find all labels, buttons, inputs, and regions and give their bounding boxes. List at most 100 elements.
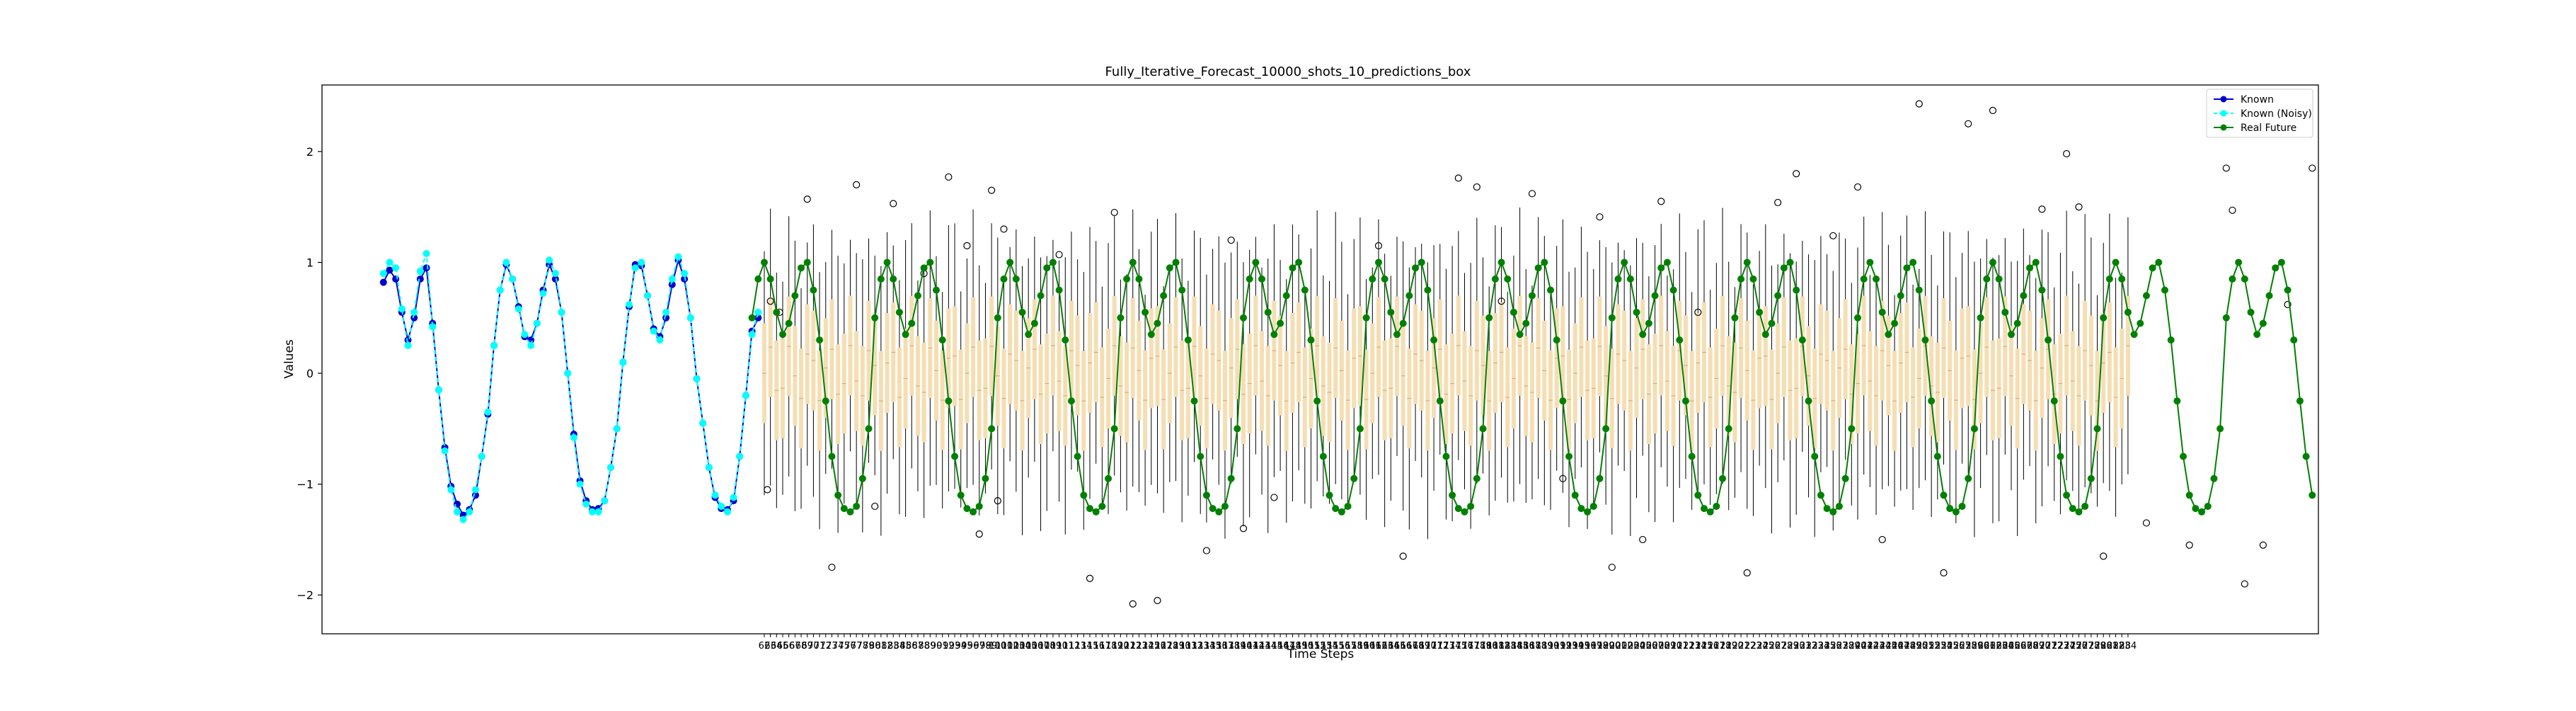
outlier-point (2222, 164, 2230, 172)
x-tick-label: 78 (857, 641, 869, 652)
real-future-point (1221, 502, 1229, 510)
x-tick-label: 237 (1831, 641, 1848, 652)
outlier-point (1129, 600, 1137, 608)
outlier-point (1454, 174, 1462, 182)
real-future-point (1719, 474, 1727, 482)
x-tick-label: 228 (1775, 641, 1793, 652)
real-future-point (1387, 308, 1395, 316)
real-future-point (1823, 505, 1831, 513)
real-future-point (1424, 286, 1432, 294)
outlier-point (1239, 525, 1248, 533)
real-future-point (1701, 505, 1708, 513)
x-tick-label: 196 (1579, 641, 1597, 652)
real-future-point (1645, 319, 1652, 327)
x-tick-label: 163 (1376, 641, 1393, 652)
x-tick-label: 117 (1093, 641, 1111, 652)
x-tick-label: 189 (1536, 641, 1553, 652)
outlier-point (988, 186, 996, 194)
real-future-point (1651, 292, 1659, 300)
real-future-point (1405, 292, 1413, 300)
x-tick-label: 267 (2015, 641, 2032, 652)
x-tick-label: 250 (1910, 641, 1928, 652)
x-tick-label: 181 (1486, 641, 1504, 652)
real-future-point (1117, 314, 1125, 322)
real-future-point (1940, 491, 1948, 499)
x-tick-label: 260 (1972, 641, 1989, 652)
x-tick-label: 278 (2082, 641, 2100, 652)
real-future-point (1811, 453, 1819, 460)
known-noisy-point (490, 341, 498, 349)
real-future-point (1062, 336, 1069, 344)
x-tick-label: 93 (949, 641, 961, 652)
known-noisy-point (478, 453, 485, 460)
known-noisy-point (613, 425, 621, 433)
real-future-point (791, 292, 799, 300)
real-future-point (2057, 453, 2064, 460)
known-noisy-point (631, 264, 639, 272)
real-future-point (2050, 397, 2058, 405)
x-tick-label: 200 (1603, 641, 1621, 652)
known-noisy-point (576, 480, 584, 488)
known-point (453, 500, 461, 508)
real-future-point (1454, 505, 1462, 513)
real-future-point (1829, 508, 1837, 516)
real-future-point (828, 453, 836, 460)
known-noisy-point (410, 308, 418, 316)
x-tick-label: 193 (1560, 641, 1578, 652)
x-tick-label: 224 (1751, 641, 1769, 652)
x-tick-label: 145 (1265, 641, 1283, 652)
x-tick-label: 162 (1370, 641, 1388, 652)
real-future-point (1344, 502, 1352, 510)
y-tick-label: 1 (306, 256, 314, 270)
x-tick-label: 206 (1640, 641, 1657, 652)
known-noisy-point (742, 392, 749, 399)
known-point (410, 314, 418, 322)
outlier-point (1657, 198, 1665, 205)
known-noisy-point (638, 258, 645, 266)
real-future-point (1030, 319, 1038, 327)
x-tick-label: 274 (2058, 641, 2076, 652)
x-tick-label: 229 (1781, 641, 1799, 652)
real-future-point (1639, 331, 1647, 339)
real-future-point (1184, 336, 1192, 344)
x-tick-label: 96 (967, 641, 979, 652)
outlier-point (803, 195, 811, 203)
real-future-point (748, 314, 756, 322)
x-tick-label: 135 (1204, 641, 1221, 652)
real-future-point (1227, 474, 1235, 482)
outlier-point (2259, 541, 2267, 549)
x-tick-label: 123 (1130, 641, 1148, 652)
known-noisy-point (594, 508, 602, 516)
known-noisy-point (392, 264, 400, 272)
x-tick-label: 99 (986, 641, 998, 652)
outlier-point (2142, 519, 2151, 527)
real-future-point (1528, 292, 1536, 300)
real-future-point (951, 453, 959, 460)
real-future-point (1915, 286, 1923, 294)
known-point (392, 275, 400, 283)
real-future-point (1037, 292, 1045, 300)
real-future-point (1197, 453, 1204, 460)
x-tick-label: 146 (1272, 641, 1289, 652)
real-future-point (1295, 258, 1303, 266)
real-future-point (2100, 314, 2108, 322)
known-noisy-point (514, 305, 522, 313)
x-tick-label: 245 (1880, 641, 1897, 652)
real-future-point (1780, 264, 1788, 272)
x-tick-label: 238 (1836, 641, 1854, 652)
real-future-point (754, 275, 762, 283)
real-future-point (1258, 275, 1266, 283)
x-tick-label: 82 (881, 641, 893, 652)
x-tick-label: 284 (2120, 641, 2137, 652)
real-future-point (1835, 502, 1843, 510)
x-tick-label: 94 (955, 641, 967, 652)
x-tick-label: 124 (1137, 641, 1154, 652)
real-future-point (1749, 275, 1757, 283)
x-tick-label: 103 (1007, 641, 1025, 652)
real-future-point (1369, 275, 1376, 283)
outlier-point (2075, 203, 2083, 211)
x-tick-label: 264 (1996, 641, 2014, 652)
x-tick-label: 107 (1032, 641, 1050, 652)
real-future-point (1866, 258, 1874, 266)
